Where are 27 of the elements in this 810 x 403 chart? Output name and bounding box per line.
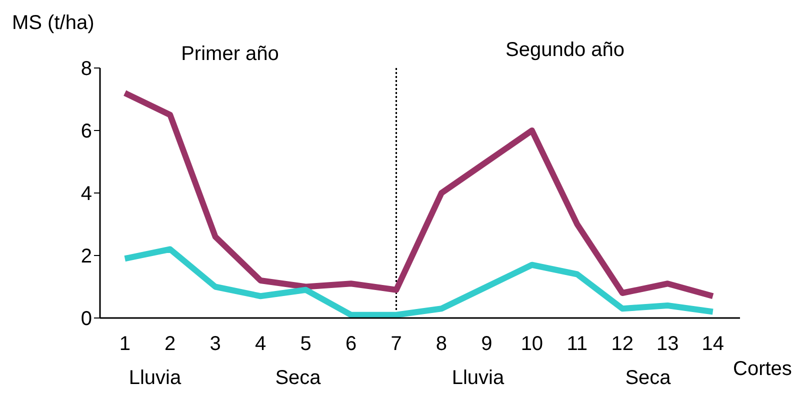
text: Primer año <box>181 43 279 66</box>
x-tick-label: 11 <box>566 333 588 356</box>
x-tick-label: 14 <box>702 333 724 356</box>
text: Lluvia <box>452 367 504 390</box>
x-tick-label: 9 <box>481 333 492 356</box>
x-tick-label: 1 <box>119 333 130 356</box>
y-tick-label: 8 <box>80 58 92 80</box>
y-axis-title: MS (t/ha) <box>12 12 94 35</box>
x-tick-label: 5 <box>300 333 312 356</box>
x-tick-label: 3 <box>210 333 221 356</box>
text: Seca <box>275 367 321 390</box>
x-axis-title: Cortes <box>733 358 792 381</box>
x-tick-label: 10 <box>520 333 544 356</box>
text: Segundo año <box>505 39 625 62</box>
x-tick-label: 12 <box>611 333 634 356</box>
x-tick-label: 6 <box>345 333 357 356</box>
x-tick-label: 4 <box>255 333 266 356</box>
y-tick-label: 2 <box>80 246 92 268</box>
x-tick-label: 8 <box>436 333 448 356</box>
x-tick-label: 7 <box>390 333 402 356</box>
text: Lluvia <box>128 367 182 390</box>
x-tick-label: 2 <box>164 333 176 356</box>
y-tick-label: 0 <box>80 308 92 330</box>
y-tick-label: 6 <box>80 120 92 143</box>
y-tick-label: 4 <box>80 183 92 206</box>
x-tick-label: 13 <box>656 333 679 356</box>
text: Seca <box>625 367 671 390</box>
